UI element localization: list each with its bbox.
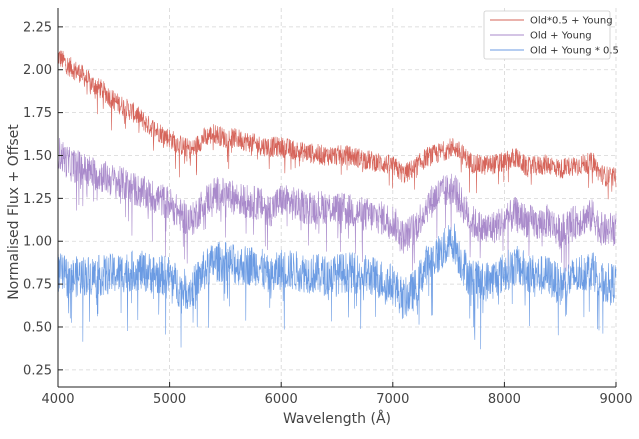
series-line-1 (57, 138, 617, 289)
series-lines (57, 50, 617, 350)
x-tick-label-3: 7000 (376, 392, 409, 407)
x-axis-label: Wavelength (Å) (283, 410, 391, 427)
y-tick-label-8: 2.25 (23, 20, 52, 35)
x-tick-label-5: 9000 (599, 392, 632, 407)
series-line-2 (57, 223, 617, 350)
tick-labels: 4000 5000 6000 7000 8000 9000 0.25 0.50 0.75 1.00… (23, 20, 633, 407)
series-line-0 (57, 50, 617, 200)
y-tick-label-6: 1.75 (23, 106, 52, 121)
y-axis-label: Normalised Flux + Offset (6, 124, 22, 300)
y-tick-label-7: 2.00 (23, 63, 52, 78)
legend-label-old-young: Old + Young (530, 31, 592, 42)
y-tick-label-5: 1.50 (23, 149, 52, 164)
y-tick-label-2: 0.75 (23, 278, 52, 293)
x-tick-label-0: 4000 (41, 392, 74, 407)
x-tick-label-1: 5000 (153, 392, 186, 407)
y-tick-label-4: 1.25 (23, 192, 52, 207)
y-tick-label-1: 0.50 (23, 320, 52, 335)
y-tick-label-0: 0.25 (23, 363, 52, 378)
y-tick-label-3: 1.00 (23, 235, 52, 250)
legend-label-old-young-half: Old + Young * 0.5 (530, 46, 619, 57)
x-tick-label-2: 6000 (265, 392, 298, 407)
legend-label-old-half-young: Old*0.5 + Young (530, 16, 613, 27)
x-tick-label-4: 8000 (488, 392, 521, 407)
axes (57, 8, 616, 388)
legend-box (483, 10, 611, 60)
legend: Old*0.5 + Young Old + Young Old + Young … (483, 10, 619, 60)
